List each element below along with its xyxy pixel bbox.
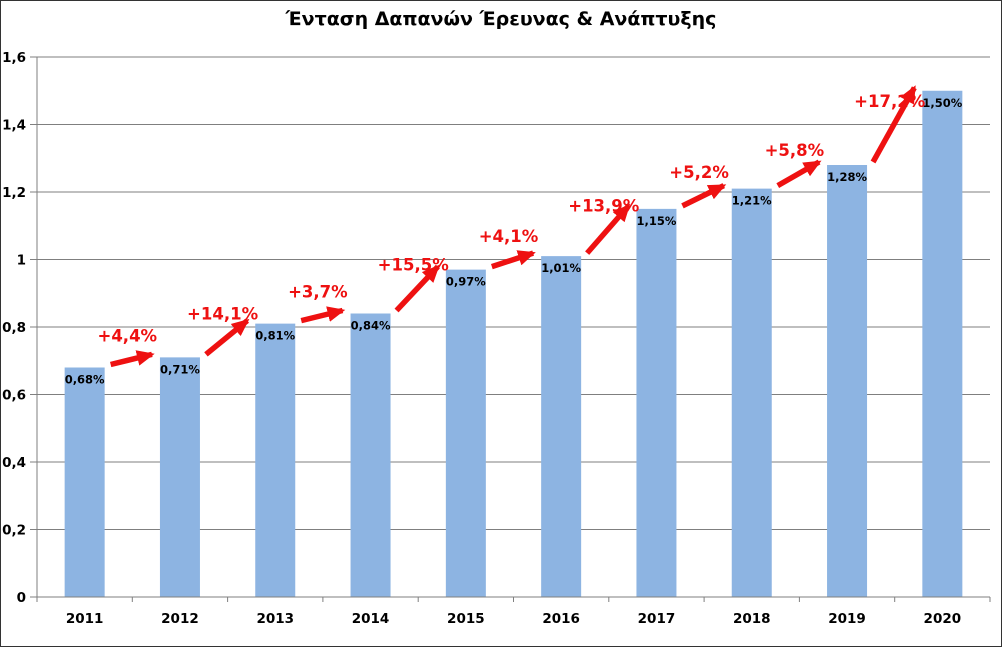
y-tick-label: 0,6 xyxy=(2,388,26,404)
bar-value-label: 1,21% xyxy=(732,194,772,208)
bar-value-label: 0,71% xyxy=(160,362,200,376)
bar-2016 xyxy=(541,256,582,597)
bar-2015 xyxy=(445,269,486,597)
x-category-label: 2018 xyxy=(733,611,771,627)
growth-percent-label: +15,5% xyxy=(378,256,450,275)
bar-2020 xyxy=(922,90,963,597)
bar-2018 xyxy=(731,188,772,597)
bar-value-label: 0,68% xyxy=(65,373,105,387)
x-category-label: 2017 xyxy=(638,611,676,627)
x-category-label: 2012 xyxy=(161,611,199,627)
growth-arrow xyxy=(870,85,917,164)
x-category-label: 2015 xyxy=(447,611,485,627)
growth-percent-label: +4,1% xyxy=(479,227,539,246)
bar-2017 xyxy=(636,208,677,597)
y-tick-label: 0 xyxy=(17,590,26,606)
x-category-label: 2019 xyxy=(828,611,866,627)
y-tick-label: 1 xyxy=(17,253,26,269)
chart-title: Ένταση Δαπανών Έρευνας & Ανάπτυξης xyxy=(285,8,717,30)
growth-arrow xyxy=(300,306,346,324)
x-category-label: 2013 xyxy=(256,611,294,627)
y-tick-label: 1,4 xyxy=(2,118,26,134)
y-tick-label: 0,2 xyxy=(2,523,26,539)
growth-percent-label: +13,9% xyxy=(568,197,640,216)
y-tick-label: 1,6 xyxy=(2,50,26,66)
growth-arrow xyxy=(776,159,822,189)
growth-percent-label: +17,2% xyxy=(854,92,926,111)
growth-arrow xyxy=(490,250,536,270)
growth-percent-label: +14,1% xyxy=(187,305,259,324)
bar-value-label: 0,81% xyxy=(255,329,295,343)
bar-2011 xyxy=(64,367,105,597)
growth-arrow xyxy=(681,183,727,209)
growth-arrow xyxy=(109,350,155,368)
bar-2014 xyxy=(350,313,391,597)
growth-arrow xyxy=(394,264,440,313)
bar-value-label: 1,15% xyxy=(636,214,676,228)
bar-value-label: 1,01% xyxy=(541,261,581,275)
bar-value-label: 0,84% xyxy=(351,319,391,333)
bar-2019 xyxy=(827,165,868,597)
y-tick-label: 0,8 xyxy=(2,320,26,336)
x-category-label: 2020 xyxy=(924,611,962,627)
y-tick-label: 0,4 xyxy=(2,455,26,471)
bar-value-label: 0,97% xyxy=(446,275,486,289)
growth-percent-label: +5,2% xyxy=(669,163,729,182)
growth-percent-label: +5,8% xyxy=(765,141,825,160)
x-category-label: 2011 xyxy=(66,611,104,627)
bar-2012 xyxy=(159,357,200,597)
bar-value-label: 1,28% xyxy=(827,170,867,184)
growth-percent-label: +4,4% xyxy=(98,326,158,345)
x-category-label: 2016 xyxy=(542,611,580,627)
growth-arrow xyxy=(204,318,250,357)
growth-percent-label: +3,7% xyxy=(288,283,348,302)
growth-arrow xyxy=(585,203,631,255)
bar-value-label: 1,50% xyxy=(922,96,962,110)
bar-2013 xyxy=(255,323,296,597)
x-category-label: 2014 xyxy=(352,611,390,627)
y-tick-label: 1,2 xyxy=(2,185,26,201)
